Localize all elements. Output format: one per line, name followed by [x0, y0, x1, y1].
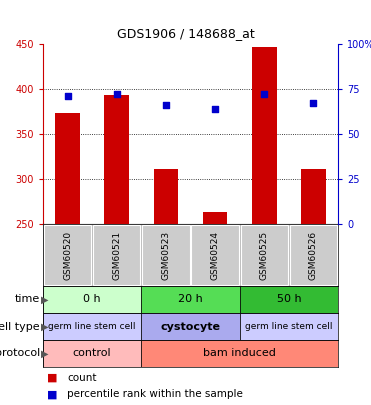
Bar	[301, 169, 326, 224]
Text: germ line stem cell: germ line stem cell	[49, 322, 136, 331]
Text: GSM60521: GSM60521	[112, 230, 121, 279]
Text: bam induced: bam induced	[203, 348, 276, 358]
Bar	[191, 225, 239, 286]
Text: ▶: ▶	[41, 348, 49, 358]
Bar	[141, 286, 240, 313]
Bar	[43, 340, 141, 367]
Point	[261, 91, 267, 98]
Bar	[240, 313, 338, 340]
Bar	[290, 225, 337, 286]
Bar	[43, 286, 141, 313]
Text: GSM60523: GSM60523	[161, 230, 170, 279]
Text: cell type: cell type	[0, 322, 40, 332]
Point	[311, 100, 316, 107]
Bar	[93, 225, 140, 286]
Bar	[154, 169, 178, 224]
Text: percentile rank within the sample: percentile rank within the sample	[67, 389, 243, 399]
Text: 0 h: 0 h	[83, 294, 101, 305]
Text: ▶: ▶	[41, 294, 49, 305]
Point	[65, 93, 70, 100]
Text: protocol: protocol	[0, 348, 40, 358]
Text: count: count	[67, 373, 96, 383]
Point	[212, 106, 218, 112]
Text: GSM60524: GSM60524	[211, 230, 220, 279]
Bar	[252, 47, 276, 224]
Text: GSM60526: GSM60526	[309, 230, 318, 279]
Point	[114, 91, 120, 98]
Text: time: time	[15, 294, 40, 305]
Bar	[43, 313, 141, 340]
Bar	[141, 313, 240, 340]
Text: ■: ■	[47, 373, 57, 383]
Bar	[44, 225, 91, 286]
Bar	[55, 113, 80, 224]
Bar	[241, 225, 288, 286]
Text: cystocyte: cystocyte	[161, 322, 220, 332]
Text: ■: ■	[47, 389, 57, 399]
Text: 50 h: 50 h	[276, 294, 301, 305]
Bar	[141, 340, 338, 367]
Text: control: control	[73, 348, 111, 358]
Text: GDS1906 / 148688_at: GDS1906 / 148688_at	[116, 27, 255, 40]
Text: 20 h: 20 h	[178, 294, 203, 305]
Bar	[203, 212, 227, 224]
Bar	[240, 286, 338, 313]
Bar	[142, 225, 190, 286]
Point	[163, 102, 169, 109]
Text: GSM60525: GSM60525	[260, 230, 269, 279]
Text: germ line stem cell: germ line stem cell	[245, 322, 332, 331]
Text: GSM60520: GSM60520	[63, 230, 72, 279]
Bar	[105, 95, 129, 224]
Text: ▶: ▶	[41, 322, 49, 332]
